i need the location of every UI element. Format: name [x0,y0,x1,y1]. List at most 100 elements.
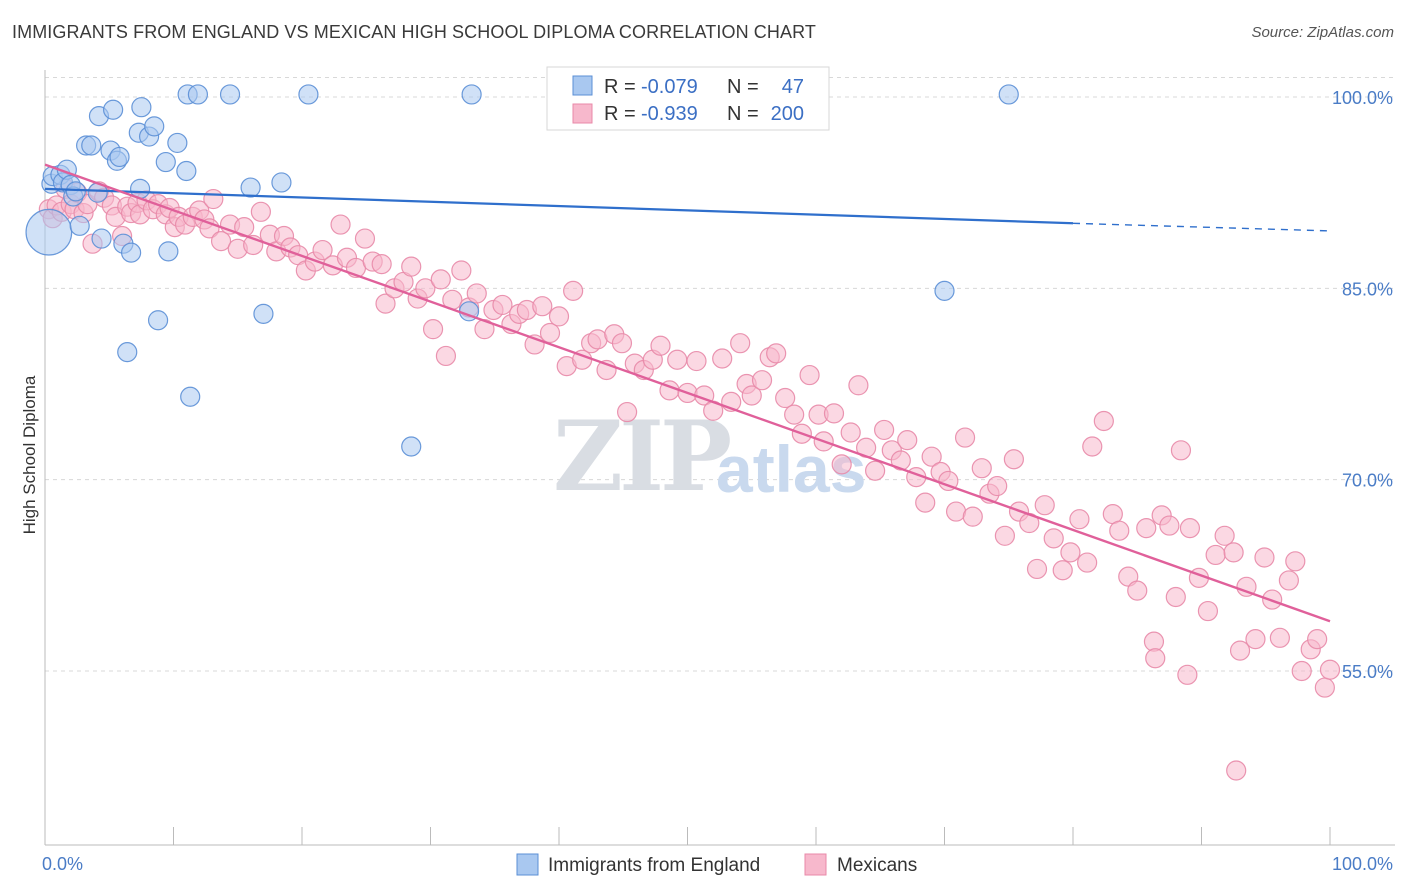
mexicans-point [1003,449,1024,470]
mexicans-point [1269,627,1290,648]
england-point [147,310,169,331]
england-point [461,84,482,105]
mexicans-point [1159,515,1180,536]
mexicans-point [954,427,976,448]
axes [44,70,1395,846]
mexicans-point [1165,586,1186,608]
x-tick-label-0: 0.0% [42,854,83,874]
mexicans-point [667,349,688,370]
england-bottom-swatch [516,853,539,876]
england-point [187,84,209,105]
mexicans-point [1278,570,1299,591]
mexicans-point [1314,677,1335,698]
mexicans-bottom-swatch [804,853,827,876]
mexicans-point [1069,509,1090,530]
y-tick-label-0: 55.0% [1342,662,1393,682]
england-point [934,280,955,301]
x-tick-labels: 0.0% 100.0% [42,854,1393,874]
mexicans-point [1127,580,1148,601]
mexicans-point [712,348,733,369]
mexicans-point [1307,629,1328,650]
y-axis-label: High School Diploma [20,375,39,534]
mexicans-point [563,280,584,301]
england-point [69,215,90,236]
england-point [158,241,179,262]
mexicans-point [751,370,773,391]
mexicans-point [1319,659,1341,680]
mexicans-point [938,470,959,492]
mexicans-r-label: R = [604,103,636,125]
mexicans-point [210,231,232,252]
mexicans-point [799,364,820,386]
mexicans-point [686,350,707,372]
england-point [401,436,422,457]
mexicans-point [987,475,1008,497]
england-trendline [44,187,1074,225]
mexicans-point [548,306,570,327]
mexicans-point [203,188,224,210]
mexicans-point [775,387,796,409]
mexicans-point [375,293,396,314]
mexicans-point [945,501,967,522]
mexicans-point [840,422,861,443]
stats-legend: R = -0.079 N = 47 R = -0.939 N = 200 [546,66,830,131]
mexicans-point [1285,551,1306,572]
mexicans-point [1177,664,1198,685]
england-legend-swatch [572,75,593,96]
mexicans-point [848,375,869,396]
mexicans-point [1026,558,1048,580]
england-point [240,177,261,198]
mexicans-point [1145,648,1166,669]
mexicans-r-value: -0.939 [641,103,698,125]
mexicans-point [1109,520,1130,541]
england-n-value: 47 [782,76,804,98]
england-points [25,84,1019,457]
mexicans-n-label: N = [727,103,759,125]
england-point [298,84,319,105]
mexicans-point [915,492,936,513]
england-r-value: -0.079 [641,76,698,98]
mexicans-point [921,446,942,467]
england-point [131,97,152,118]
england-point [219,84,241,105]
mexicans-point [1136,518,1157,539]
mexicans-point [1043,528,1064,549]
mexicans-point [1093,410,1114,432]
mexicans-legend-swatch [572,103,593,124]
mexicans-point [874,419,895,441]
mexicans-point [1052,560,1073,581]
mexicans-point [1226,760,1247,781]
england-n-label: N = [727,76,759,98]
chart-title: IMMIGRANTS FROM ENGLAND VS MEXICAN HIGH … [12,22,816,42]
mexicans-point [1214,525,1235,546]
mexicans-point [1179,518,1201,539]
england-point [155,151,176,173]
mexicans-point [971,458,992,479]
mexicans-point [539,322,561,344]
england-point [144,116,165,137]
england-point [998,84,1019,105]
mexicans-point [611,333,633,354]
mexicans-point [1254,547,1275,568]
mexicans-point [1205,544,1226,566]
mexicans-point [587,329,608,350]
mexicans-n-value: 200 [771,103,804,125]
mexicans-point [831,454,852,475]
watermark-zip: ZIP [553,400,730,513]
england-point [271,172,292,193]
mexicans-point [741,385,762,406]
mexicans-trendline [44,163,1331,623]
mexicans-point [371,253,392,275]
england-point [176,160,197,182]
y-tick-label-1: 70.0% [1342,471,1393,491]
mexicans-bottom-label: Mexicans [837,855,917,876]
england-bottom-label: Immigrants from England [548,855,760,876]
england-point [167,132,188,154]
mexicans-point [730,333,751,354]
mexicans-point [492,294,513,316]
mexicans-point [422,319,444,340]
england-point [109,146,130,168]
england-point [91,228,112,249]
mexicans-point [865,460,886,481]
